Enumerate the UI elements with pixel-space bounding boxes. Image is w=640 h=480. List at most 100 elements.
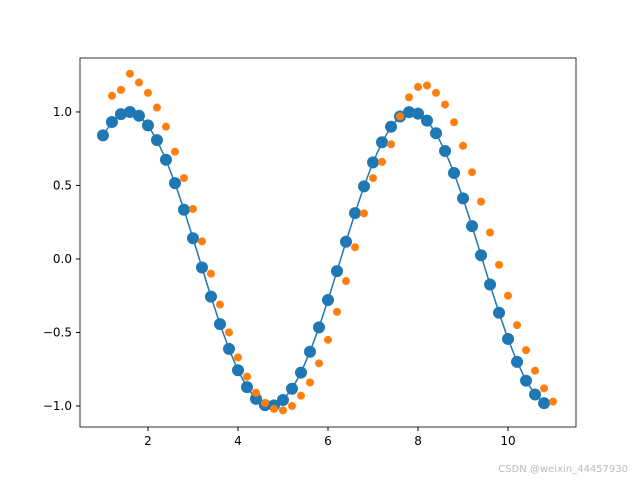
marker [287,401,296,410]
marker [215,300,224,309]
marker [132,109,145,122]
marker [143,88,152,97]
marker [285,382,298,395]
marker [378,157,387,166]
marker [231,364,244,377]
marker [251,388,260,397]
marker [314,359,323,368]
x-tick-label: 6 [324,434,332,448]
marker [322,293,334,306]
marker [276,393,289,406]
y-tick-label: 0.0 [53,252,72,266]
marker [123,105,136,118]
y-tick-label: 1.0 [53,105,72,119]
marker [161,122,170,131]
marker [385,120,398,133]
marker [195,261,208,274]
marker [369,174,378,183]
marker [549,397,558,406]
marker [105,115,118,128]
marker [477,197,486,206]
marker [423,81,432,90]
marker [432,88,441,97]
marker [150,134,163,147]
marker [349,207,362,220]
marker [522,346,531,355]
marker [466,220,479,233]
marker [493,306,506,319]
marker [340,235,353,248]
marker [396,112,405,121]
marker [96,129,109,142]
marker [430,127,443,140]
marker [296,391,305,400]
marker [421,114,434,127]
marker [240,381,253,394]
marker [475,249,488,262]
marker [303,345,316,358]
marker [351,243,360,252]
marker [513,321,522,330]
marker [502,332,515,345]
marker [278,406,287,415]
marker [450,118,459,127]
marker [358,180,371,193]
marker [439,145,452,158]
marker [529,388,542,401]
marker [414,82,423,91]
marker [141,119,154,132]
marker [186,232,199,245]
x-tick-label: 2 [144,434,152,448]
marker [197,237,206,246]
marker [116,85,125,94]
marker [459,141,468,150]
marker [405,93,414,102]
marker [333,307,342,316]
marker [448,166,461,179]
watermark: CSDN @weixin_44457930 [498,464,628,475]
marker [260,399,269,408]
marker [504,291,513,300]
marker [495,260,504,269]
y-tick-label: −1.0 [43,399,72,413]
marker [403,106,416,119]
marker [179,174,188,183]
marker [305,378,314,387]
marker [531,366,540,375]
plot-frame [79,57,577,428]
x-tick-label: 10 [500,434,515,448]
marker [107,91,116,100]
marker [159,153,172,166]
marker [114,108,127,121]
marker [538,397,551,410]
marker [242,372,251,381]
marker [213,318,226,331]
marker [540,384,549,393]
marker [269,404,278,413]
marker [170,147,179,156]
marker [331,265,344,278]
y-tick-label: −0.5 [43,325,72,339]
x-tick-label: 8 [414,434,422,448]
marker [177,203,190,216]
marker [324,335,332,344]
marker [360,209,369,218]
marker [222,342,235,355]
marker [204,290,217,303]
marker [294,366,307,379]
marker [125,69,134,78]
marker [134,78,143,87]
marker [484,278,497,291]
marker [468,168,477,177]
x-tick-label: 4 [234,434,242,448]
marker [367,156,380,169]
marker [152,103,161,112]
marker [342,277,351,286]
marker [188,204,197,213]
marker [457,192,470,205]
marker [233,353,242,362]
y-tick-label: 0.5 [53,178,72,192]
marker [520,374,533,387]
marker [376,136,389,149]
